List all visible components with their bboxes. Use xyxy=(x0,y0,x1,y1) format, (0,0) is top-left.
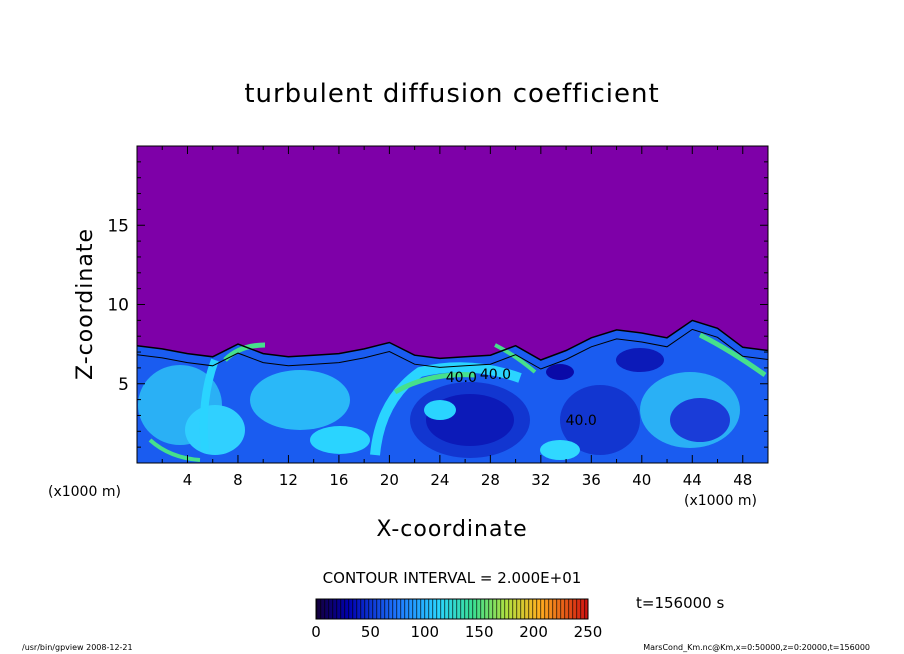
colorbar-tick-label: 0 xyxy=(311,623,321,641)
colorbar-tick-label: 50 xyxy=(361,623,380,641)
x-tick-label: 28 xyxy=(481,471,500,489)
footer-right: MarsCond_Km.nc@Km,x=0:50000,z=0:20000,t=… xyxy=(643,643,870,652)
x-tick-label: 8 xyxy=(233,471,243,489)
contour-interval: CONTOUR INTERVAL = 2.000E+01 xyxy=(323,569,582,587)
x-tick-label: 32 xyxy=(531,471,550,489)
x-tick-label: 20 xyxy=(380,471,399,489)
contour-label: 40.0 xyxy=(480,367,511,383)
x-tick-label: 16 xyxy=(329,471,348,489)
time-label: t=156000 s xyxy=(636,594,724,612)
colorbar-frame xyxy=(315,598,589,620)
colorbar-tick-label: 100 xyxy=(410,623,439,641)
x-axis-ticks: 4 8 12 16 20 24 28 32 36 40 44 48 xyxy=(161,146,752,489)
x-tick-label: 40 xyxy=(632,471,651,489)
x-tick-label: 12 xyxy=(279,471,298,489)
x-tick-label: 24 xyxy=(430,471,449,489)
x-axis-unit: (x1000 m) xyxy=(684,493,757,509)
y-axis-label: Z-coordinate xyxy=(73,228,98,380)
contour-label: 40.0 xyxy=(446,370,477,386)
y-tick-label: 10 xyxy=(107,296,129,316)
y-axis-ticks: 5 10 15 xyxy=(107,161,768,448)
contour-labels: 40.0 40.040.0 xyxy=(446,367,597,429)
colorbar-tick-label: 150 xyxy=(465,623,494,641)
x-tick-label: 36 xyxy=(582,471,601,489)
footer-left: /usr/bin/gpview 2008-12-21 xyxy=(22,643,133,652)
contour-line xyxy=(137,328,768,370)
colorbar-tick-label: 250 xyxy=(574,623,603,641)
y-tick-label: 5 xyxy=(118,375,129,395)
x-axis-label: X-coordinate xyxy=(376,517,527,542)
x-tick-label: 44 xyxy=(683,471,702,489)
turbulence-structures xyxy=(138,332,767,462)
colorbar-stripes xyxy=(316,599,588,619)
x-tick-label: 4 xyxy=(183,471,193,489)
y-axis-unit: (x1000 m) xyxy=(48,484,121,500)
contour-label: 40.0 xyxy=(566,413,597,429)
colorbar-tick-label: 200 xyxy=(519,623,548,641)
x-tick-label: 48 xyxy=(733,471,752,489)
plot-area: 40.0 40.040.0 xyxy=(137,146,768,463)
chart-title: turbulent diffusion coefficient xyxy=(244,79,659,109)
colorbar-ticks: 0 50 100 150 200 250 xyxy=(311,623,602,641)
colorbar: 0 50 100 150 200 250 xyxy=(311,598,602,641)
contour-line xyxy=(137,319,768,361)
y-tick-label: 15 xyxy=(107,216,129,236)
